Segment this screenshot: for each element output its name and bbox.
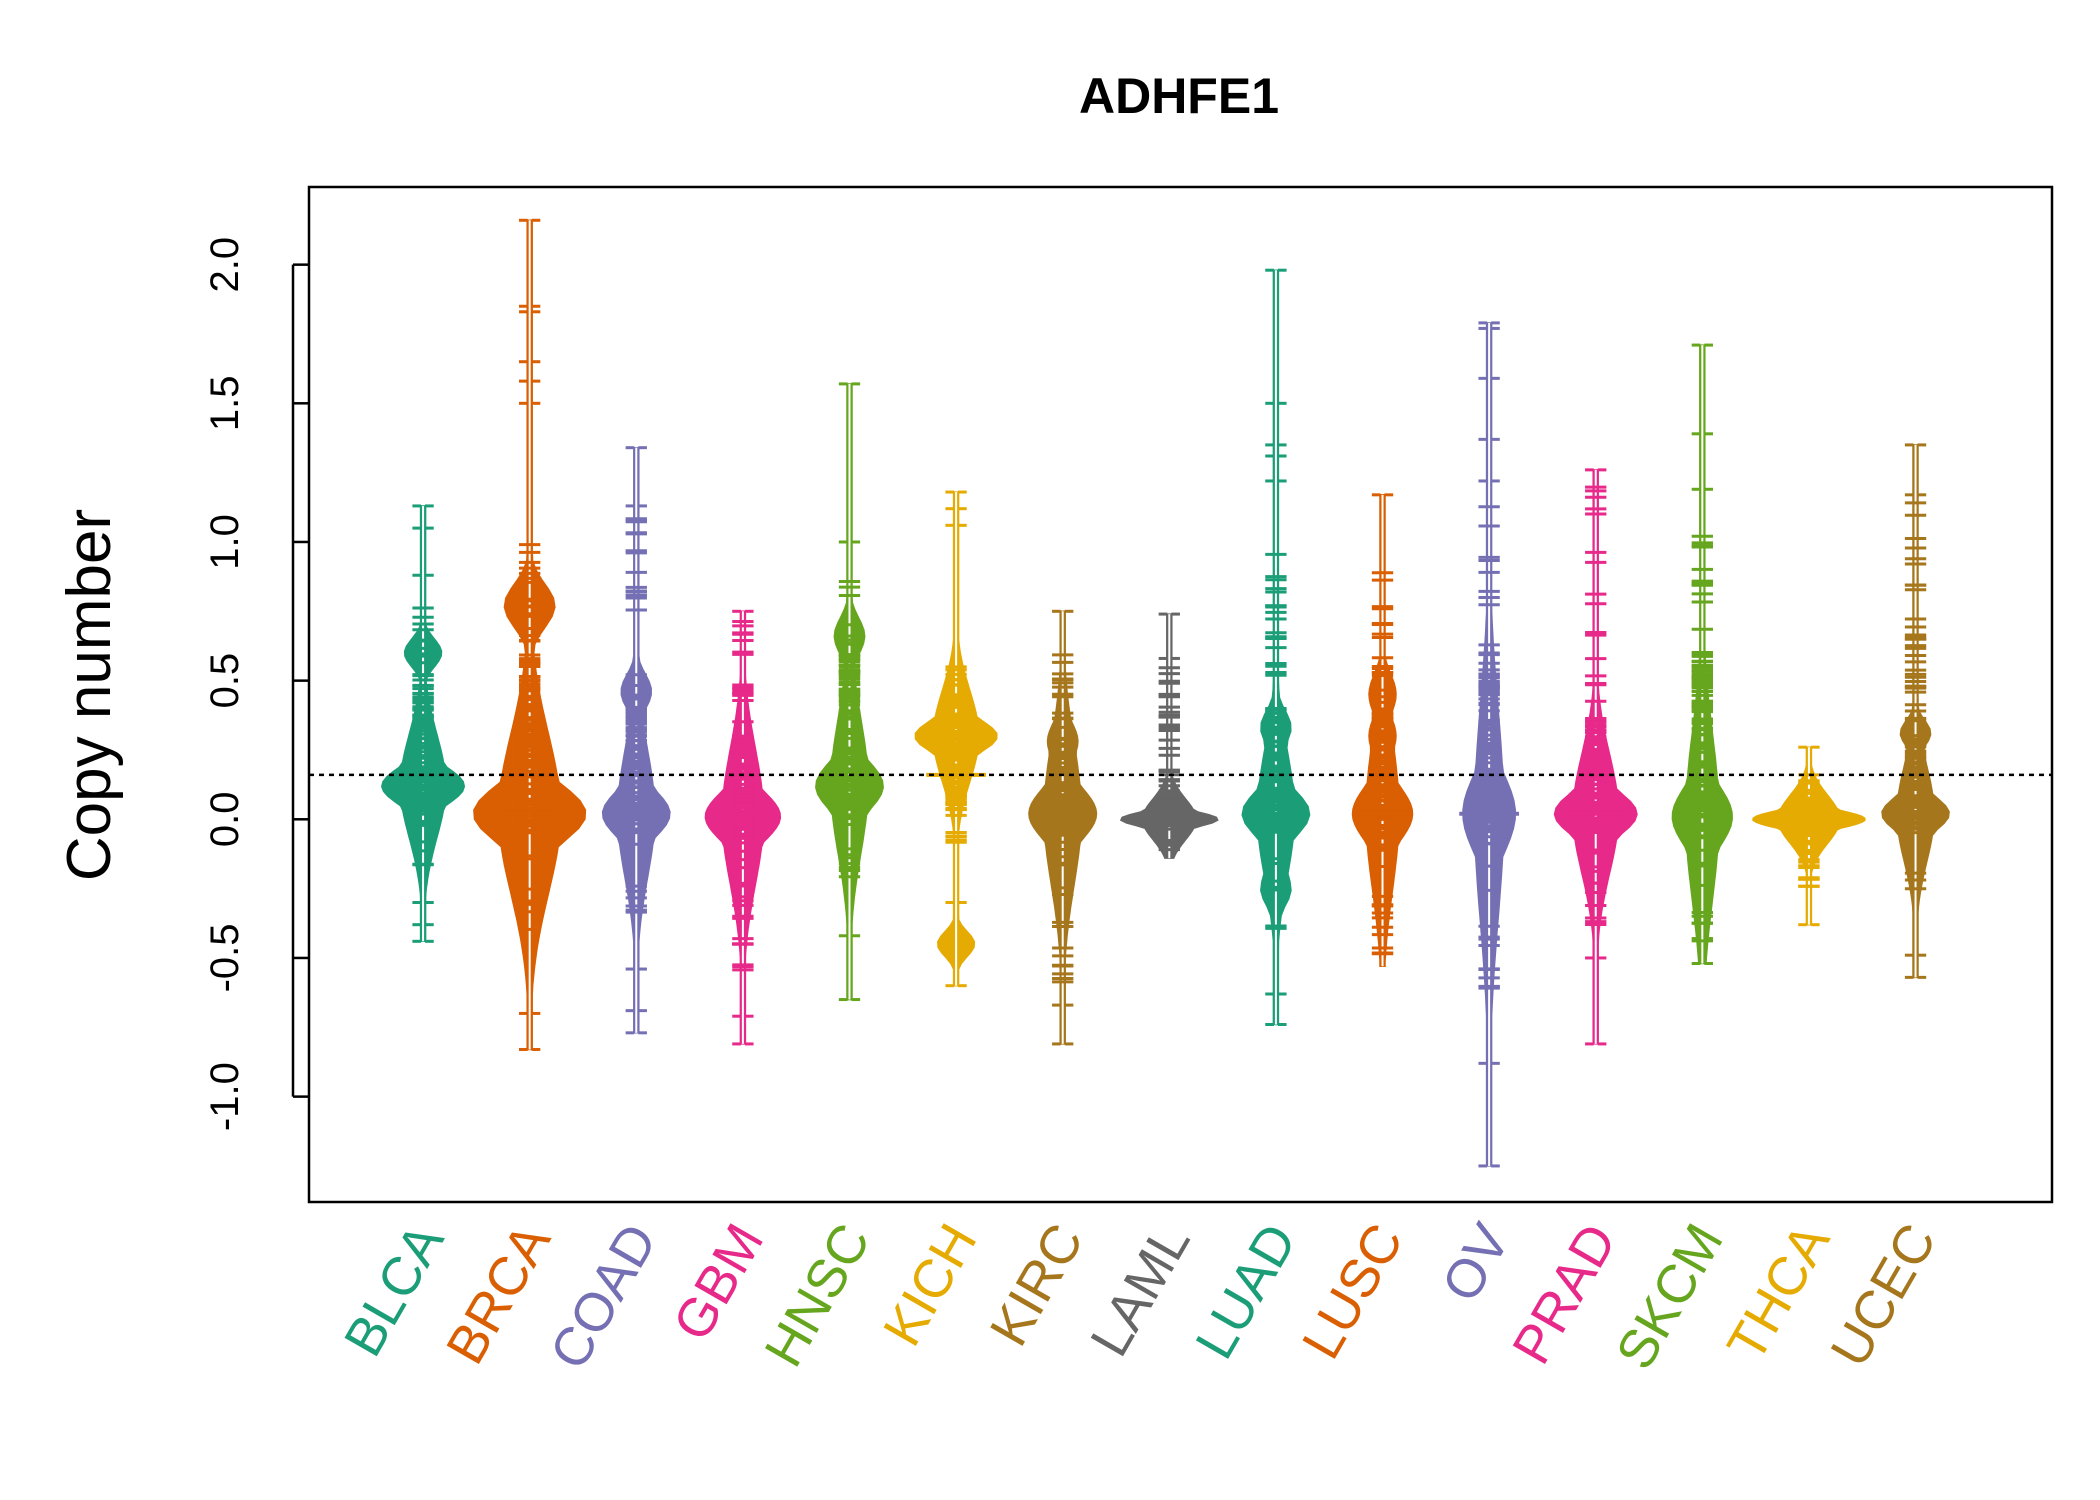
y-tick-label: 0.0	[203, 791, 247, 847]
category-label-hnsc: HNSC	[753, 1214, 881, 1377]
chart-title: ADHFE1	[1079, 68, 1279, 124]
y-tick-label: -0.5	[203, 923, 247, 992]
beans-layer	[381, 218, 1950, 1168]
category-label-coad: COAD	[539, 1214, 669, 1379]
bean-skcm	[1671, 343, 1733, 966]
y-axis-label: Copy number	[55, 509, 124, 881]
y-tick-label: 2.0	[203, 237, 247, 293]
bean-gbm	[704, 609, 782, 1046]
bean-kich	[914, 490, 998, 988]
bean-hnsc	[815, 382, 884, 1002]
bean-lusc	[1351, 493, 1414, 968]
bean-blca	[381, 504, 466, 943]
category-label-ucec: UCEC	[1819, 1214, 1947, 1377]
bean-coad	[601, 446, 671, 1035]
category-label-kich: KICH	[872, 1214, 988, 1356]
bean-ov	[1459, 321, 1519, 1168]
category-label-skcm: SKCM	[1605, 1214, 1735, 1379]
bean-luad	[1241, 268, 1311, 1027]
bean-kirc	[1028, 609, 1098, 1046]
category-label-ov: OV	[1431, 1214, 1522, 1312]
plot-frame	[307, 185, 2054, 1204]
category-label-laml: LAML	[1079, 1214, 1202, 1366]
category-label-lusc: LUSC	[1291, 1214, 1415, 1369]
y-tick-label: 0.5	[203, 653, 247, 709]
category-label-kirc: KIRC	[979, 1214, 1095, 1356]
bean-prad	[1553, 468, 1638, 1046]
bean-thca	[1752, 745, 1866, 927]
y-tick-label: -1.0	[203, 1062, 247, 1131]
y-tick-label: 1.0	[203, 514, 247, 570]
category-label-gbm: GBM	[662, 1214, 775, 1351]
bean-laml	[1119, 612, 1219, 859]
category-label-luad: LUAD	[1184, 1214, 1308, 1369]
bean-ucec	[1881, 443, 1950, 979]
y-tick-label: 1.5	[203, 376, 247, 432]
bean-brca	[473, 218, 587, 1051]
y-axis: -1.0 -0.5 0.0 0.5 1.0 1.5 2.0	[203, 237, 309, 1131]
